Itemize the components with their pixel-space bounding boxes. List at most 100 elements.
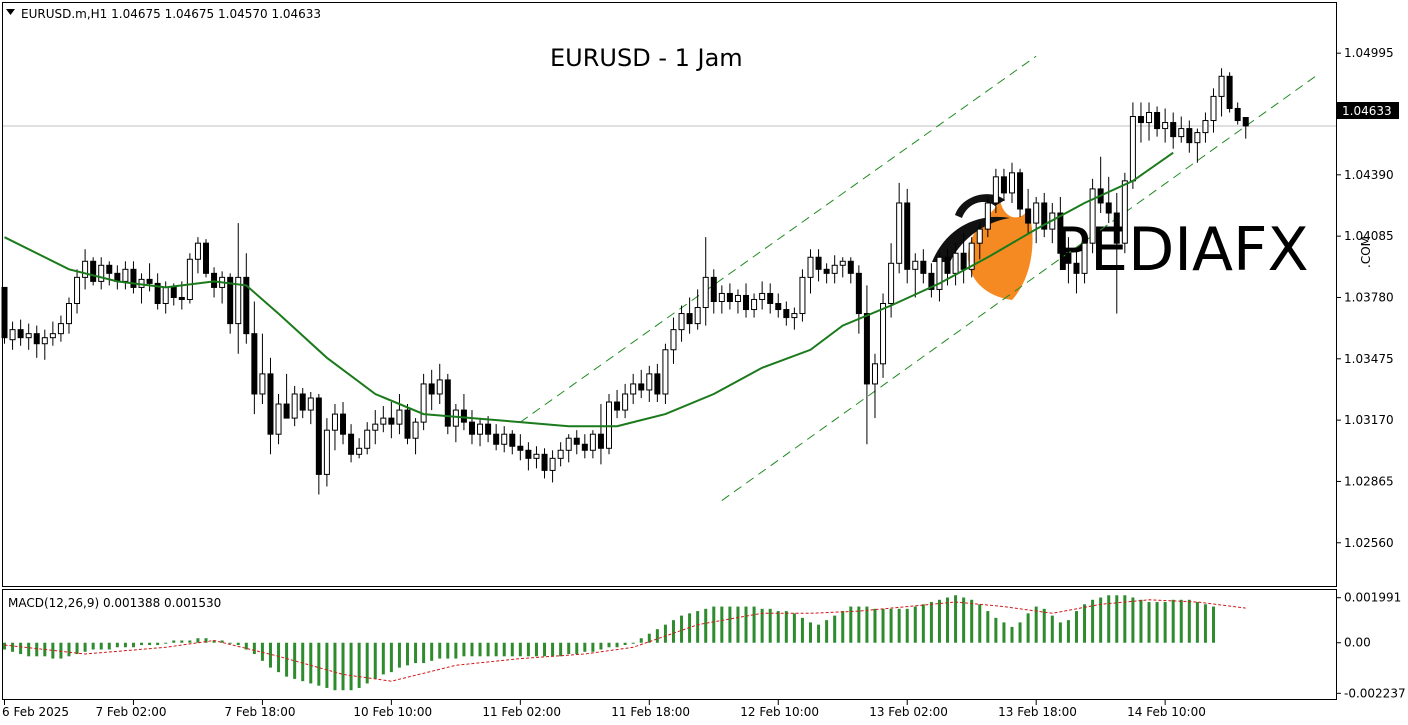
candle-body	[565, 437, 572, 451]
candle	[581, 434, 588, 459]
candle-body	[477, 423, 484, 435]
candle	[404, 404, 411, 445]
candle-body	[9, 329, 16, 341]
macd-bar	[365, 642, 369, 684]
candle-body	[759, 292, 766, 300]
time-tick-label: 7 Feb 02:00	[95, 705, 166, 719]
candle	[815, 249, 822, 282]
macd-bar	[325, 642, 329, 688]
candle-body	[1000, 176, 1007, 194]
macd-bar	[349, 642, 353, 691]
candle-body	[710, 276, 717, 302]
candle-body	[1073, 262, 1080, 274]
macd-tick-label: 0.00	[1344, 636, 1371, 650]
candle	[33, 325, 40, 358]
candle	[364, 422, 371, 455]
candle	[275, 393, 282, 445]
macd-bar	[502, 642, 506, 657]
candle-body	[1033, 202, 1040, 224]
candle	[323, 418, 330, 487]
candle	[863, 285, 870, 445]
candle-body	[331, 413, 338, 431]
candle	[622, 383, 629, 419]
candle-body	[920, 260, 927, 274]
macd-bar	[1147, 602, 1151, 643]
macd-bar	[1042, 608, 1046, 643]
macd-bar	[180, 640, 184, 643]
macd-bar	[397, 642, 401, 668]
candle-body	[211, 272, 218, 288]
candle-body	[380, 417, 387, 425]
macd-bar	[1074, 611, 1078, 643]
candle-body	[904, 202, 911, 270]
macd-panel-frame	[2, 589, 1337, 700]
macd-bar	[123, 642, 127, 648]
price-tick-label: 1.04995	[1344, 46, 1394, 60]
candle	[428, 369, 435, 411]
candle-body	[1210, 95, 1217, 122]
macd-bar	[792, 613, 796, 643]
macd-bar	[768, 608, 772, 643]
time-tick-label: 7 Feb 18:00	[224, 705, 295, 719]
candle-body	[1178, 128, 1185, 138]
candle-body	[1146, 111, 1153, 124]
candle	[340, 402, 347, 445]
candle	[654, 363, 661, 403]
candle-body	[428, 383, 435, 395]
macd-bar	[1083, 604, 1087, 643]
macd-bar	[1115, 595, 1119, 643]
candle	[710, 269, 717, 314]
candle	[847, 257, 854, 284]
candle-body	[178, 296, 185, 300]
macd-bar	[27, 642, 31, 657]
candle	[1073, 249, 1080, 294]
candle-body	[654, 373, 661, 395]
macd-bar	[631, 642, 635, 644]
candle	[420, 373, 427, 431]
candle	[517, 434, 524, 461]
candle	[823, 263, 830, 284]
macd-bar	[970, 599, 974, 643]
candle-body	[1017, 172, 1024, 210]
candle	[525, 442, 532, 471]
candle	[1194, 128, 1201, 163]
candle-body	[444, 379, 451, 427]
candle	[936, 253, 943, 302]
moving-average-series	[4, 151, 1174, 428]
candle-body	[340, 413, 347, 435]
symbol-dropdown-icon[interactable]	[6, 9, 15, 15]
macd-bar	[51, 642, 55, 659]
candle-body	[541, 453, 548, 471]
macd-bar	[414, 642, 418, 664]
candle-body	[227, 276, 234, 325]
candle-body	[1242, 117, 1249, 127]
candle	[1065, 237, 1072, 284]
macd-bar	[817, 624, 821, 643]
macd-bar	[897, 608, 901, 643]
candle	[1234, 102, 1241, 125]
macd-bar	[575, 642, 579, 655]
candle-body	[557, 449, 564, 459]
candle	[130, 261, 137, 294]
candle-body	[960, 252, 967, 270]
candle-body	[106, 264, 113, 274]
macd-bar	[921, 604, 925, 643]
price-tick-label: 1.04085	[1344, 229, 1394, 243]
candle	[509, 430, 516, 455]
candle-body	[412, 421, 419, 439]
candle	[219, 271, 226, 304]
macd-bar	[607, 642, 611, 648]
macd-bar	[704, 608, 708, 643]
macd-bar	[446, 642, 450, 659]
candle-body	[630, 383, 637, 395]
macd-bar	[873, 608, 877, 643]
macd-bar	[526, 642, 530, 657]
macd-bar	[881, 608, 885, 643]
macd-bar	[494, 642, 498, 657]
macd-bar	[543, 642, 547, 657]
candle	[291, 385, 298, 427]
candle-body	[1129, 116, 1136, 182]
candle-body	[807, 256, 814, 278]
logo-wordmark: PEDIAFX	[1054, 215, 1309, 285]
macd-bar	[309, 642, 313, 684]
